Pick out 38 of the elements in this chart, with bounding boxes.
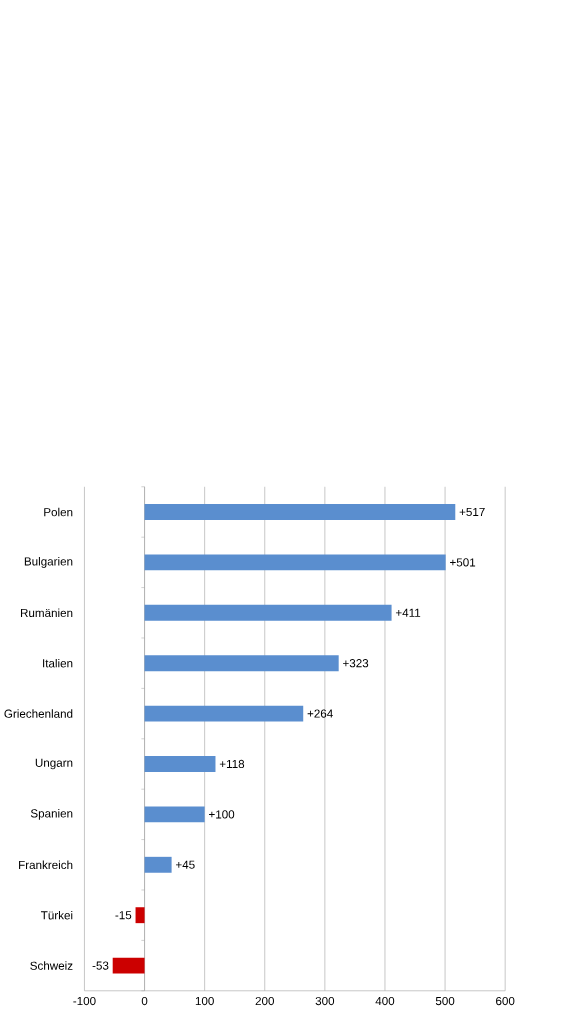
y-tick-label: Griechenland bbox=[4, 709, 73, 718]
bar bbox=[144, 856, 172, 873]
bar bbox=[144, 705, 304, 722]
bar bbox=[144, 756, 216, 772]
x-tick-label: 200 bbox=[255, 996, 274, 1006]
y-tick-label: Frankreich bbox=[19, 860, 73, 870]
x-tick-label: 0 bbox=[141, 996, 148, 1006]
x-tick-label: 600 bbox=[496, 996, 515, 1006]
bar bbox=[144, 554, 446, 571]
data-label: -53 bbox=[92, 961, 109, 970]
bar bbox=[144, 655, 339, 672]
data-label: +118 bbox=[219, 759, 245, 769]
bar bbox=[144, 806, 205, 823]
y-tick-label: Italien bbox=[43, 658, 73, 668]
y-tick-label: Ungarn bbox=[35, 758, 73, 770]
x-tick-label: 100 bbox=[195, 996, 214, 1006]
y-tick-label: Bulgarien bbox=[24, 556, 73, 568]
data-label: +517 bbox=[459, 507, 485, 517]
data-label: +100 bbox=[209, 810, 235, 819]
data-label: +264 bbox=[307, 709, 333, 718]
x-tick-label: 300 bbox=[315, 996, 335, 1006]
data-label: +45 bbox=[175, 860, 195, 869]
bar bbox=[144, 604, 392, 621]
x-tick-label: 400 bbox=[375, 996, 395, 1006]
data-label: +323 bbox=[343, 659, 369, 668]
y-tick-label: Türkei bbox=[40, 910, 73, 920]
bar bbox=[144, 504, 456, 520]
y-tick-label: Rumänien bbox=[20, 608, 73, 618]
x-tick-label: 500 bbox=[435, 996, 455, 1006]
y-tick-label: Schweiz bbox=[30, 961, 73, 970]
data-label: -15 bbox=[115, 911, 132, 920]
x-tick-label: -100 bbox=[73, 996, 96, 1006]
y-tick-label: Polen bbox=[44, 507, 73, 517]
y-tick-label: Spanien bbox=[30, 808, 73, 820]
data-label: +501 bbox=[450, 558, 476, 567]
bar bbox=[135, 907, 145, 924]
bar bbox=[112, 957, 145, 974]
data-label: +411 bbox=[395, 608, 421, 617]
